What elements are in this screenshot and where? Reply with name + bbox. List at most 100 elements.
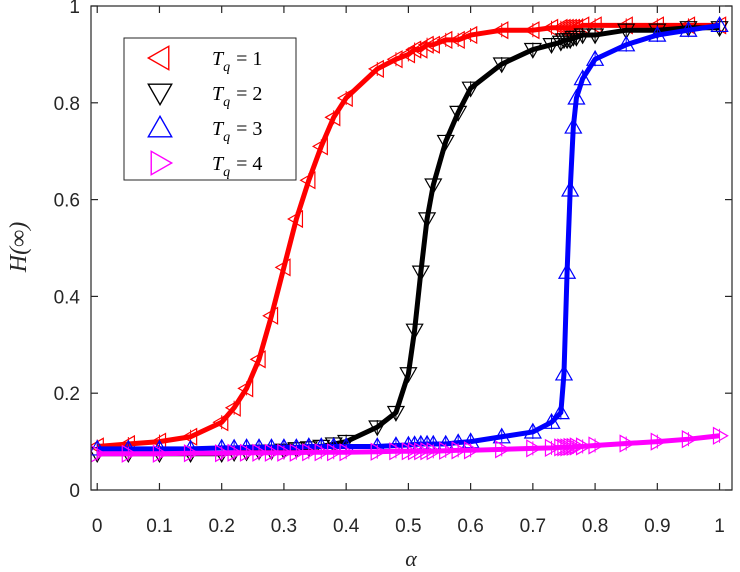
legend-label-value: = 2 bbox=[236, 83, 262, 105]
data-point bbox=[564, 117, 583, 134]
data-point bbox=[588, 436, 605, 455]
data-point bbox=[492, 57, 511, 74]
data-point bbox=[252, 443, 269, 462]
data-point bbox=[712, 426, 729, 445]
data-point bbox=[239, 443, 256, 462]
data-point bbox=[463, 441, 480, 460]
data-point bbox=[449, 105, 468, 122]
data-point bbox=[212, 413, 229, 432]
legend-label-value: = 3 bbox=[236, 118, 262, 140]
data-point bbox=[337, 434, 356, 451]
legend-label: Tq = 3 bbox=[212, 118, 262, 145]
data-point bbox=[215, 444, 231, 463]
data-point bbox=[420, 442, 437, 461]
data-point bbox=[569, 437, 586, 456]
data-point bbox=[224, 398, 241, 417]
legend-label: Tq = 2 bbox=[212, 83, 262, 110]
data-point bbox=[461, 81, 480, 98]
data-point bbox=[710, 16, 729, 33]
data-point bbox=[551, 403, 570, 420]
data-point bbox=[287, 209, 304, 229]
legend-label-main: T bbox=[212, 48, 225, 70]
data-point bbox=[523, 21, 540, 40]
data-point bbox=[523, 422, 542, 439]
data-point bbox=[423, 35, 440, 54]
data-point bbox=[399, 367, 418, 384]
x-tick-label: 0.3 bbox=[271, 516, 297, 537]
data-point bbox=[648, 23, 667, 40]
data-point bbox=[557, 262, 577, 279]
data-point bbox=[386, 405, 406, 422]
data-point bbox=[299, 171, 316, 190]
data-point bbox=[585, 49, 605, 66]
legend-label-main: T bbox=[212, 118, 225, 140]
data-point bbox=[302, 443, 319, 462]
data-point bbox=[237, 379, 254, 398]
data-point bbox=[648, 25, 667, 42]
data-point bbox=[523, 42, 542, 59]
data-point bbox=[617, 23, 636, 40]
x-tick-label: 0.5 bbox=[395, 516, 421, 537]
data-point bbox=[554, 364, 574, 381]
data-point bbox=[264, 443, 281, 462]
data-point bbox=[461, 25, 478, 45]
data-point bbox=[567, 88, 586, 105]
data-point bbox=[526, 439, 543, 458]
y-tick-label: 0.4 bbox=[54, 287, 81, 308]
data-point bbox=[401, 442, 418, 461]
x-tick-label: 0.2 bbox=[208, 516, 234, 537]
legend-label-value: = 1 bbox=[236, 48, 262, 70]
x-tick-label: 0.1 bbox=[146, 516, 172, 537]
series-4 bbox=[91, 426, 729, 463]
data-point bbox=[370, 442, 387, 461]
y-tick-label: 1 bbox=[69, 0, 80, 18]
data-point bbox=[426, 442, 443, 461]
y-tick-label: 0.8 bbox=[54, 94, 80, 115]
data-point bbox=[554, 438, 571, 457]
legend-label: Tq = 4 bbox=[212, 153, 262, 180]
data-point bbox=[277, 443, 294, 462]
x-tick-label: 0.9 bbox=[644, 516, 670, 537]
data-point bbox=[542, 18, 559, 37]
data-point bbox=[274, 258, 291, 277]
series-layer bbox=[91, 16, 729, 464]
data-point bbox=[575, 437, 592, 456]
x-tick-label: 0.6 bbox=[457, 516, 483, 537]
ticks-layer: 0 0.1 0.2 0.3 0.4 0.5 0.6 0.7 0.8 0.9 1 0 0.2 0.4 0.6 0… bbox=[54, 0, 732, 537]
data-point bbox=[150, 432, 167, 451]
data-point bbox=[414, 442, 431, 461]
legend-label-main: T bbox=[212, 83, 225, 105]
data-point bbox=[368, 420, 387, 437]
legend-box bbox=[123, 37, 297, 181]
data-point bbox=[560, 438, 577, 457]
data-point bbox=[495, 440, 512, 459]
data-point bbox=[386, 50, 403, 69]
x-axis-title: α bbox=[405, 546, 417, 571]
data-point bbox=[405, 323, 424, 340]
data-point bbox=[417, 212, 437, 229]
data-point bbox=[561, 180, 580, 197]
data-point bbox=[183, 444, 200, 463]
data-point bbox=[617, 35, 636, 52]
data-point bbox=[227, 443, 244, 462]
data-point bbox=[327, 443, 344, 462]
y-tick-label: 0.6 bbox=[54, 191, 80, 212]
data-point bbox=[585, 28, 605, 45]
legend-label-subscript: q bbox=[223, 60, 230, 75]
x-tick-label: 0 bbox=[92, 516, 103, 537]
data-point bbox=[566, 437, 583, 457]
data-point bbox=[181, 427, 198, 446]
y-axis-title: H(∞) bbox=[6, 222, 32, 273]
data-point bbox=[407, 442, 424, 461]
data-point bbox=[424, 178, 443, 195]
legend-label-subscript: q bbox=[223, 95, 230, 110]
legend-label-subscript: q bbox=[223, 130, 230, 145]
data-point bbox=[311, 137, 328, 156]
data-point bbox=[573, 69, 592, 86]
series-1 bbox=[91, 16, 727, 456]
data-point bbox=[544, 438, 561, 458]
data-point bbox=[619, 434, 636, 453]
x-tick-label: 0.7 bbox=[520, 516, 546, 537]
data-point bbox=[314, 443, 331, 462]
